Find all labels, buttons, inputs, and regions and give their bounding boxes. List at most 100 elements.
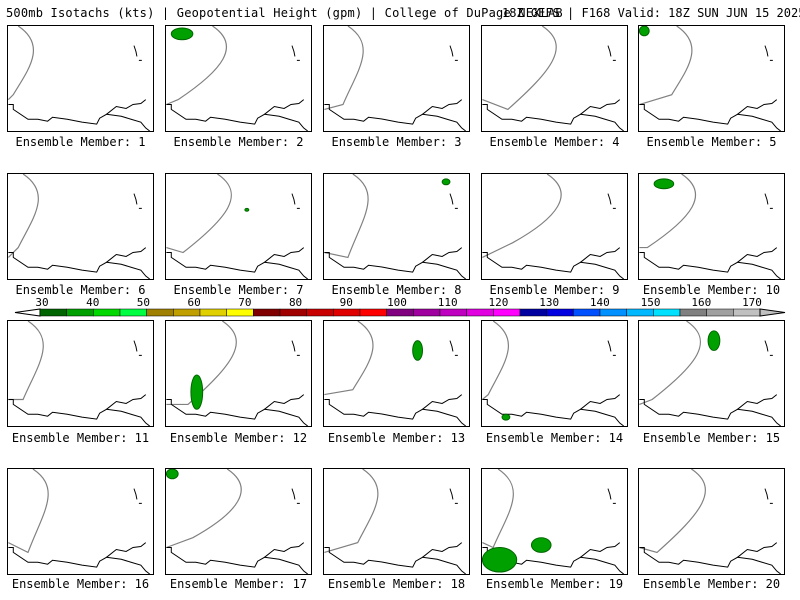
member-label: Ensemble Member: 5 <box>646 135 777 149</box>
member-label: Ensemble Member: 9 <box>489 283 620 297</box>
isotach-area <box>530 537 552 553</box>
colorbar-swatch <box>119 308 147 317</box>
member-map <box>7 173 154 280</box>
colorbar-swatch <box>679 308 707 317</box>
coastline <box>8 104 150 131</box>
height-contour <box>324 321 374 396</box>
colorbar-swatch <box>386 308 414 317</box>
height-contour <box>166 26 227 106</box>
member-map <box>481 25 628 132</box>
coastline <box>166 547 308 574</box>
member-map <box>165 25 312 132</box>
coastline <box>482 104 624 131</box>
colorbar-swatch <box>226 308 254 317</box>
member-map <box>165 320 312 427</box>
coastline <box>639 547 781 574</box>
member-map <box>481 468 628 575</box>
coastline <box>449 193 458 209</box>
ensemble-panel <box>7 468 154 575</box>
chart-title: 500mb Isotachs (kts) | Geopotential Heig… <box>6 6 563 20</box>
height-contour <box>324 174 369 259</box>
height-contour <box>482 174 562 258</box>
coastline <box>133 488 142 504</box>
coastline <box>639 252 781 279</box>
coastline <box>106 247 147 263</box>
colorbar-swatch <box>39 308 67 317</box>
member-label: Ensemble Member: 7 <box>173 283 304 297</box>
member-label: Ensemble Member: 8 <box>331 283 462 297</box>
colorbar-swatch <box>573 308 601 317</box>
coastline <box>133 340 142 356</box>
colorbar-tick-label: 100 <box>387 296 407 309</box>
colorbar-swatch <box>706 308 734 317</box>
height-contour <box>8 174 39 258</box>
ensemble-panel <box>165 25 312 132</box>
member-label: Ensemble Member: 12 <box>169 431 308 445</box>
coastline <box>422 247 463 263</box>
coastline <box>449 488 458 504</box>
colorbar-tick-label: 130 <box>539 296 560 309</box>
colorbar-swatch <box>66 308 94 317</box>
member-map <box>7 468 154 575</box>
ensemble-panel <box>7 25 154 132</box>
colorbar-swatch <box>93 308 121 317</box>
ensemble-panel <box>638 173 785 280</box>
coastline <box>166 104 308 131</box>
coastline <box>291 340 300 356</box>
colorbar-tick-label: 40 <box>86 296 100 309</box>
member-map <box>323 25 470 132</box>
coastline <box>324 399 466 426</box>
colorbar-swatch <box>253 308 281 317</box>
isotach-area <box>482 547 518 573</box>
ensemble-panel <box>323 25 470 132</box>
coastline <box>580 394 621 410</box>
coastline <box>607 488 616 504</box>
coastline <box>482 252 624 279</box>
coastline <box>639 104 781 131</box>
colorbar-tick-label: 70 <box>238 296 252 309</box>
ensemble-panel <box>638 468 785 575</box>
colorbar-tick-label: 90 <box>339 296 353 309</box>
colorbar-swatch <box>653 308 681 317</box>
colorbar-swatch <box>493 308 521 317</box>
colorbar-swatch <box>599 308 627 317</box>
colorbar-swatch <box>359 308 387 317</box>
coastline <box>639 399 781 426</box>
colorbar-min-arrow <box>14 308 41 317</box>
coastline <box>106 99 147 115</box>
colorbar-tick-label: 110 <box>437 296 458 309</box>
coastline <box>422 99 463 115</box>
member-map <box>638 320 785 427</box>
member-label: Ensemble Member: 14 <box>485 431 624 445</box>
height-contour <box>639 174 696 249</box>
colorbar-swatch <box>333 308 361 317</box>
height-contour <box>8 26 35 101</box>
colorbar-swatch <box>439 308 467 317</box>
member-map <box>638 173 785 280</box>
coastline <box>291 45 300 61</box>
isotach-area <box>653 178 675 190</box>
member-label: Ensemble Member: 2 <box>173 135 304 149</box>
isotach-area <box>639 26 650 37</box>
member-label: Ensemble Member: 15 <box>642 431 781 445</box>
coastline <box>264 247 305 263</box>
ensemble-panel <box>638 320 785 427</box>
member-map <box>165 468 312 575</box>
member-label: Ensemble Member: 19 <box>485 577 624 591</box>
colorbar-tick-label: 170 <box>742 296 762 309</box>
coastline <box>264 394 305 410</box>
colorbar-swatch <box>519 308 547 317</box>
coastline <box>166 399 308 426</box>
height-contour <box>639 26 693 106</box>
coastline <box>764 340 773 356</box>
colorbar-tick-label: 60 <box>187 296 201 309</box>
colorbar-max-arrow <box>759 308 786 317</box>
coastline <box>8 547 150 574</box>
ensemble-panel <box>481 25 628 132</box>
ensemble-panel <box>638 25 785 132</box>
member-map <box>481 320 628 427</box>
height-contour <box>8 321 44 401</box>
member-label: Ensemble Member: 17 <box>169 577 308 591</box>
member-map <box>481 173 628 280</box>
